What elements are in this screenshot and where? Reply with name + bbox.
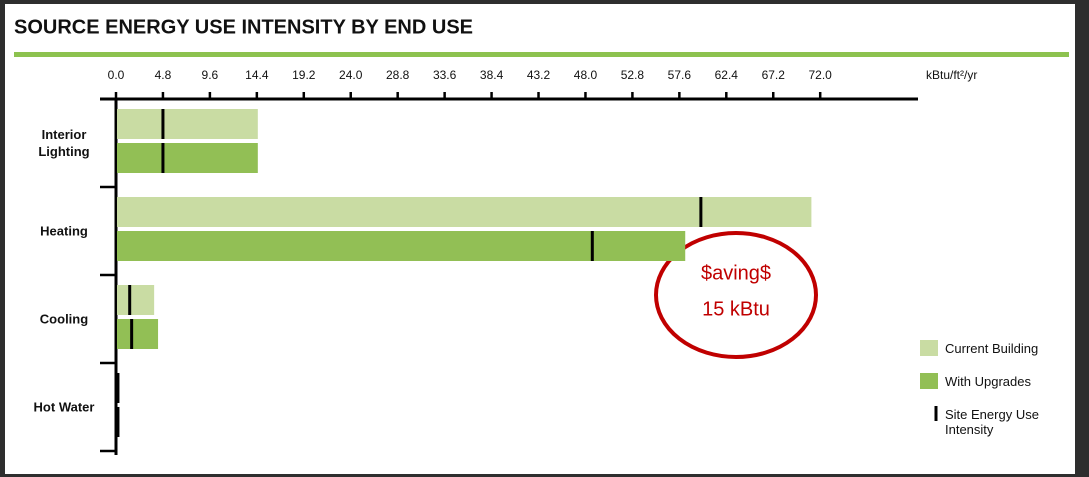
title-rule <box>14 52 1069 57</box>
x-tick-label: 38.4 <box>480 68 504 82</box>
axis-unit: kBtu/ft²/yr <box>926 68 977 82</box>
bar <box>117 197 812 227</box>
bar <box>117 319 159 349</box>
category-label: Hot Water <box>33 399 95 415</box>
legend-swatch <box>920 340 938 356</box>
chart-title: SOURCE ENERGY USE INTENSITY BY END USE <box>14 16 473 38</box>
x-tick-label: 9.6 <box>202 68 219 82</box>
x-tick-label: 52.8 <box>621 68 645 82</box>
x-tick-label: 24.0 <box>339 68 363 82</box>
x-tick-label: 62.4 <box>715 68 739 82</box>
x-tick-label: 4.8 <box>155 68 172 82</box>
annotation: $aving$ <box>701 262 771 284</box>
category-label: Cooling <box>39 311 89 327</box>
x-tick-label: 67.2 <box>762 68 786 82</box>
x-tick-label: 14.4 <box>245 68 269 82</box>
x-tick-label: 33.6 <box>433 68 457 82</box>
annotation-oval <box>654 231 818 359</box>
annotation: 15 kBtu <box>702 298 770 320</box>
x-tick-label: 0.0 <box>108 68 125 82</box>
legend-swatch <box>920 373 938 389</box>
x-tick-label: 19.2 <box>292 68 316 82</box>
legend-label: With Upgrades <box>945 374 1031 389</box>
x-tick-label: 72.0 <box>809 68 833 82</box>
bar <box>117 231 686 261</box>
x-tick-label: 28.8 <box>386 68 410 82</box>
bar <box>117 109 258 139</box>
x-tick-label: 57.6 <box>668 68 692 82</box>
x-tick-label: 48.0 <box>574 68 598 82</box>
category-label: Interior Lighting <box>38 127 90 159</box>
x-tick-label: 43.2 <box>527 68 551 82</box>
legend-label: Site Energy Use Intensity <box>945 407 1039 437</box>
legend-label: Current Building <box>945 341 1039 356</box>
category-label: Heating <box>40 223 88 239</box>
bar <box>117 143 258 173</box>
bar <box>117 285 155 315</box>
